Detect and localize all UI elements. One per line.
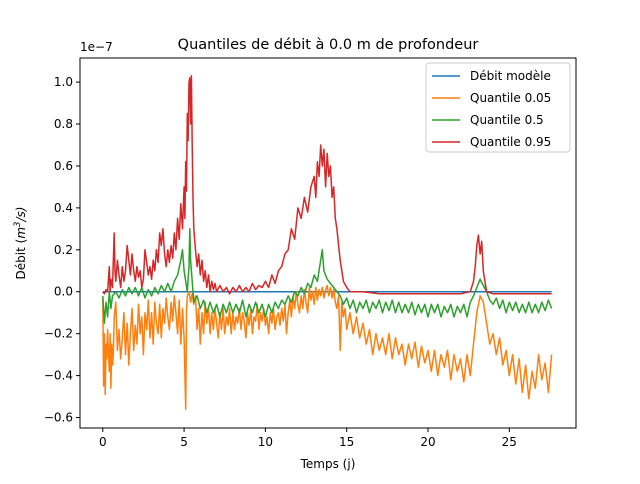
x-tick-label: 25 (502, 435, 517, 449)
y-axis-label: Débit (m3/s) (13, 207, 28, 280)
y-axis-label-unit-base: m (14, 227, 28, 239)
y-axis-label-unit-rest: /s) (14, 207, 28, 223)
series-line-1 (102, 284, 553, 410)
x-axis-label: Temps (j) (300, 457, 356, 471)
legend-label: Débit modèle (470, 69, 551, 83)
legend-box (425, 62, 571, 153)
y-axis-label-unit-exp: 3 (13, 222, 23, 227)
chart-title: Quantiles de débit à 0.0 m de profondeur (178, 37, 479, 53)
x-tick-label: 0 (99, 435, 107, 449)
y-axis: −0.6 −0.4 −0.2 0.0 0.2 0.4 0.6 0.8 1.0 (44, 75, 80, 425)
legend-label: Quantile 0.5 (470, 113, 544, 127)
axes-frame (79, 57, 577, 429)
y-tick-label: 0.0 (54, 285, 73, 299)
y-axis-label-prefix: Débit ( (14, 239, 28, 280)
y-tick-label: 1.0 (54, 75, 73, 89)
x-tick-label: 15 (339, 435, 354, 449)
y-tick-label: −0.6 (44, 411, 73, 425)
x-tick-label: 5 (180, 435, 188, 449)
legend-label: Quantile 0.95 (470, 135, 551, 149)
y-tick-label: 0.8 (54, 117, 73, 131)
x-axis: 0 5 10 15 20 25 (99, 428, 517, 449)
x-tick-label: 20 (420, 435, 435, 449)
legend-label: Quantile 0.05 (470, 91, 551, 105)
y-offset-text: 1e−7 (80, 40, 113, 54)
legend: Débit modèle Quantile 0.05 Quantile 0.5 Qua… (425, 62, 571, 153)
y-tick-label: −0.2 (44, 327, 73, 341)
y-tick-label: −0.4 (44, 369, 73, 383)
series-line-3 (102, 75, 552, 295)
y-tick-label: 0.6 (54, 159, 73, 173)
plot-area (102, 75, 553, 410)
y-tick-label: 0.4 (54, 201, 73, 215)
y-tick-label: 0.2 (54, 243, 73, 257)
series-line-2 (102, 228, 553, 324)
x-tick-label: 10 (258, 435, 273, 449)
